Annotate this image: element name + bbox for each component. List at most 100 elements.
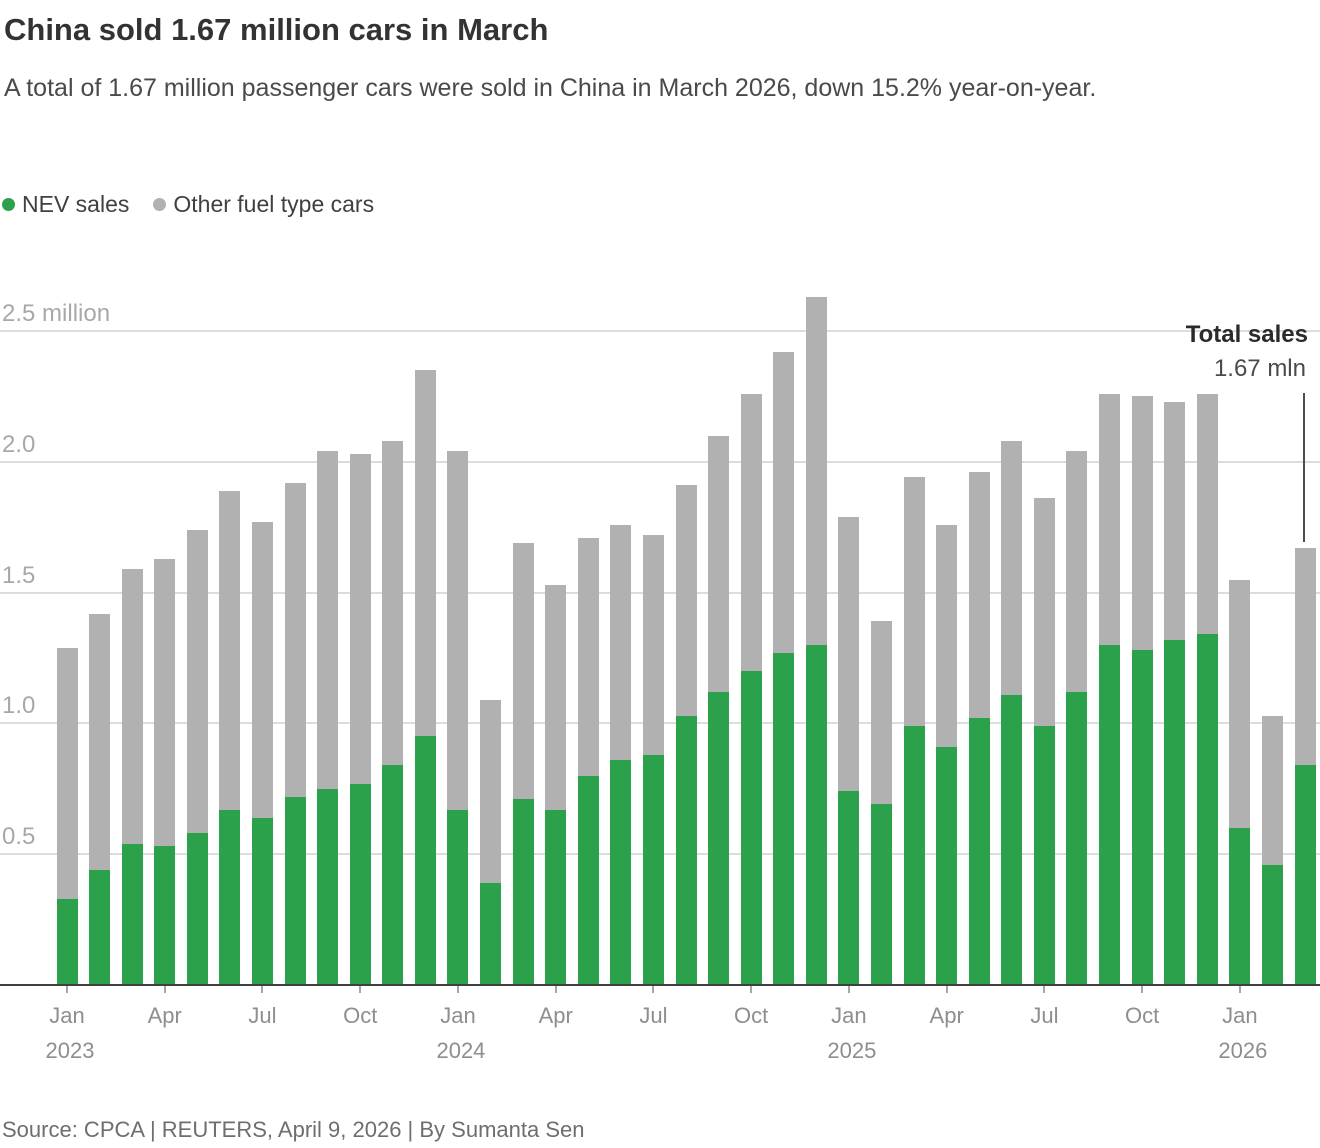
x-tick-label: Oct (1125, 1003, 1160, 1028)
bar-other-segment (447, 451, 469, 810)
x-axis-tick (359, 986, 362, 993)
bar-other-segment (1164, 401, 1186, 640)
x-tick-label: Apr (147, 1003, 182, 1028)
gridline (0, 330, 1320, 332)
bar-other-segment (577, 537, 599, 776)
x-axis-tick (1043, 986, 1046, 993)
bar-other-segment (773, 351, 795, 653)
bar-other-segment (1131, 396, 1153, 651)
bar-other-segment (1001, 440, 1023, 695)
bar-nev-segment (382, 765, 404, 985)
bar-other-segment (1196, 393, 1218, 635)
bar-nev-segment (708, 692, 730, 985)
bar-other-segment (968, 472, 990, 719)
legend-label-other: Other fuel type cars (173, 191, 375, 217)
bar-nev-segment (577, 775, 599, 985)
bar-other-segment (89, 613, 111, 870)
annotation-label: Total sales (1185, 321, 1308, 348)
bar-other-segment (1261, 715, 1283, 865)
bar-other-segment (545, 584, 567, 810)
bar-other-segment (1294, 548, 1316, 766)
x-year-label: 2024 (436, 1038, 486, 1063)
x-tick-label: Jul (639, 1003, 668, 1028)
bar-other-segment (740, 393, 762, 672)
bar-other-segment (251, 521, 273, 818)
chart-title: China sold 1.67 million cars in March (4, 12, 549, 47)
x-axis-tick (1238, 986, 1241, 993)
bar-nev-segment (447, 809, 469, 985)
annotation-value: 1.67 mln (1213, 355, 1306, 382)
legend-label-nev: NEV sales (22, 191, 130, 217)
legend-item-nev: NEV sales (2, 191, 129, 218)
x-axis-tick (945, 986, 948, 993)
bar-other-segment (121, 569, 143, 844)
bar-other-segment (56, 647, 78, 899)
bar-other-segment (936, 524, 958, 747)
bar-nev-segment (512, 799, 534, 985)
x-axis-tick (554, 986, 557, 993)
bar-other-segment (1229, 579, 1251, 829)
x-year-label: 2025 (827, 1038, 877, 1063)
x-axis-tick (456, 986, 459, 993)
bar-other-segment (1099, 393, 1121, 645)
y-tick-label: 0.5 (2, 823, 36, 851)
bar-other-segment (186, 529, 208, 834)
bar-nev-segment (349, 783, 371, 985)
legend-item-other: Other fuel type cars (153, 191, 374, 218)
bar-other-segment (675, 485, 697, 716)
legend: NEV sales Other fuel type cars (2, 191, 398, 218)
gridline (0, 460, 1320, 463)
source-attribution: Source: CPCA | REUTERS, April 9, 2026 | … (2, 1117, 585, 1142)
bar-nev-segment (1033, 726, 1055, 985)
bar-other-segment (871, 621, 892, 805)
annotation-callout-line (1303, 393, 1305, 542)
chart-subtitle: A total of 1.67 million passenger cars w… (4, 74, 1097, 102)
bar-nev-segment (251, 817, 273, 985)
bar-nev-segment (186, 833, 208, 985)
bar-other-segment (1033, 498, 1055, 726)
x-year-label: 2023 (45, 1038, 95, 1063)
bar-other-segment (480, 699, 502, 883)
bar-other-segment (284, 482, 306, 797)
bar-other-segment (349, 453, 371, 784)
x-year-label: 2026 (1218, 1038, 1268, 1063)
bar-other-segment (512, 542, 534, 800)
bar-nev-segment (414, 736, 436, 985)
bar-nev-segment (56, 898, 78, 985)
bar-nev-segment (89, 869, 111, 985)
bar-nev-segment (480, 882, 502, 985)
x-tick-label: Jan (440, 1003, 476, 1028)
bar-other-segment (317, 451, 339, 789)
bar-nev-segment (1261, 864, 1283, 985)
x-tick-label: Jan (1222, 1003, 1258, 1028)
bar-other-segment (708, 435, 730, 692)
bar-nev-segment (675, 715, 697, 985)
bar-nev-segment (1229, 828, 1251, 985)
x-tick-label: Jul (248, 1003, 277, 1028)
x-tick-label: Jan (831, 1003, 867, 1028)
y-tick-label: 1.5 (2, 561, 36, 589)
bar-nev-segment (545, 809, 567, 985)
bar-nev-segment (903, 726, 925, 985)
bar-nev-segment (773, 652, 795, 985)
x-axis-tick (652, 986, 655, 993)
bar-nev-segment (936, 746, 958, 985)
x-tick-label: Jul (1030, 1003, 1059, 1028)
x-tick-label: Apr (929, 1003, 964, 1028)
bar-nev-segment (838, 791, 860, 985)
bar-nev-segment (968, 718, 990, 985)
x-tick-label: Oct (343, 1003, 378, 1028)
bar-nev-segment (317, 788, 339, 985)
bar-other-segment (382, 440, 404, 766)
x-axis-tick (1141, 986, 1144, 993)
x-axis-tick (66, 986, 68, 993)
bar-other-segment (154, 558, 176, 847)
bar-nev-segment (1099, 644, 1121, 985)
y-tick-label: 2.5 million (2, 300, 111, 327)
x-axis-tick (163, 986, 166, 993)
bar-other-segment (805, 296, 827, 645)
bar-nev-segment (610, 760, 632, 985)
bar-nev-segment (805, 644, 827, 985)
